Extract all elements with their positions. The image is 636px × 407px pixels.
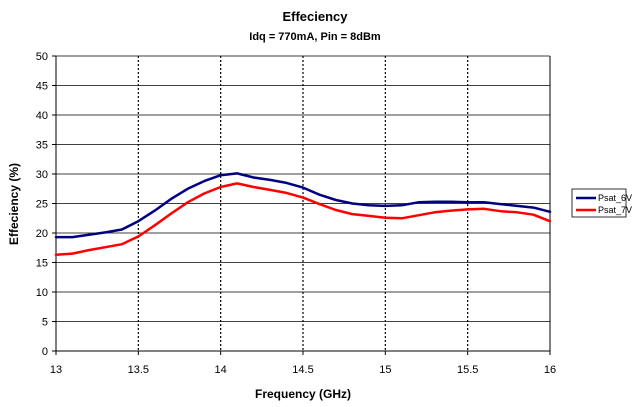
y-tick-label: 35 (36, 140, 48, 152)
vertical-gridlines (137, 56, 469, 351)
y-tick-label: 45 (36, 81, 48, 93)
x-tick-label: 15 (379, 364, 391, 376)
y-tick-label: 25 (36, 199, 48, 211)
y-tick-label: 10 (36, 287, 48, 299)
legend: Psat_6V Psat_7V (571, 188, 632, 218)
y-tick-label: 15 (36, 258, 48, 270)
x-tick-label: 14.5 (292, 364, 313, 376)
y-tick-label: 20 (36, 228, 48, 240)
x-axis-label: Frequency (GHz) (255, 387, 351, 401)
legend-label: Psat_7V (598, 205, 632, 215)
y-tick-label: 30 (36, 169, 48, 181)
series-line-psat-6v (54, 172, 552, 239)
y-tick-label: 40 (36, 110, 48, 122)
y-tick-label: 50 (36, 51, 48, 63)
chart-title: Effeciency (282, 9, 348, 24)
x-tick-label: 13 (50, 364, 62, 376)
legend-label: Psat_6V (598, 193, 632, 203)
x-tick-label: 14 (215, 364, 227, 376)
x-tick-label: 15.5 (457, 364, 478, 376)
x-tick-label: 16 (544, 364, 556, 376)
series-line-psat-7v (54, 182, 552, 257)
y-tick-label: 0 (42, 346, 48, 358)
y-tick-label: 5 (42, 317, 48, 329)
x-axis-ticks: 13 13.5 14 14.5 15 15.5 16 (50, 351, 556, 376)
x-tick-label: 13.5 (128, 364, 149, 376)
y-axis-label: Effeciency (%) (7, 163, 21, 245)
legend-box (571, 188, 627, 218)
y-axis-ticks: 0 5 10 15 20 25 30 35 40 45 50 (36, 51, 56, 358)
series-lines (54, 172, 552, 257)
chart-subtitle: Idq = 770mA, Pin = 8dBm (249, 31, 381, 43)
